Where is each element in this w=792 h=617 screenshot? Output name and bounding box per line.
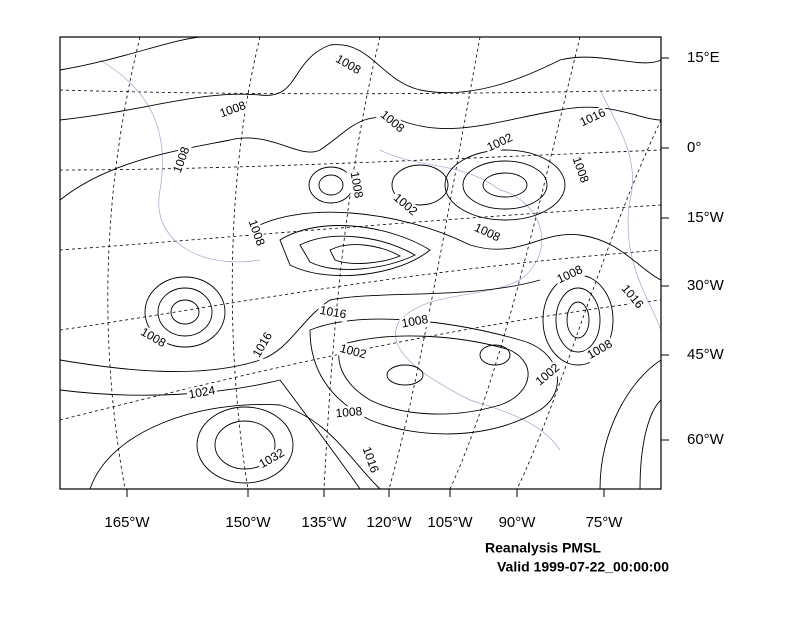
contour-label: 1002 [339,341,369,362]
contour-label-bg [532,359,564,391]
map-title: Reanalysis PMSL [485,540,601,556]
contour-label-bg [583,336,617,364]
y-tick-label: 15°W [687,209,725,226]
contour-label-bg [358,443,382,477]
contour-label-bg [389,189,421,221]
contours [60,37,661,489]
x-tick-label: 135°W [301,514,347,531]
contour-label-bg [216,98,250,122]
y-tick-label: 0° [687,139,701,156]
contour-label-bg [317,303,349,323]
contour-label-bg [376,106,408,138]
contour-label: 1016 [319,303,348,321]
contour-label-bg [255,445,289,473]
graticule [60,37,661,489]
y-tick-label: 15°E [687,49,720,66]
x-tick-label: 90°W [499,514,537,531]
contour-label-bg [333,404,365,422]
map-frame [59,36,662,490]
contour-label: 1008 [348,170,366,199]
contour-label-bg [483,130,517,156]
y-tick-label: 45°W [687,346,725,363]
map-subtitle: Valid 1999-07-22_00:00:00 [497,559,669,575]
contour-label-bg [136,324,170,352]
contour-label-bg [576,105,610,131]
contour-label-bg [553,262,587,288]
contour-label-bg [170,143,194,177]
contour-label-bg [616,281,648,313]
x-tick-label: 165°W [104,514,150,531]
contour-label-bg [470,220,504,246]
contour-label-bg [399,312,431,332]
coastlines [99,59,661,451]
contour-label-bg [186,383,218,403]
x-tick-label: 150°W [225,514,271,531]
contour-label-bg [568,153,592,187]
x-tick-label: 120°W [366,514,412,531]
contour-label-bg [331,51,365,79]
y-tick-label: 60°W [687,431,725,448]
x-tick-label: 105°W [427,514,473,531]
contour-label-bg [249,328,277,362]
contour-label: 1008 [335,404,363,420]
contour-label-bg [244,216,268,250]
contour-label: 1008 [400,312,429,330]
contour-label-bg [336,341,370,363]
x-tick-label: 75°W [586,514,624,531]
contour-label: 1024 [187,383,216,401]
y-tick-label: 30°W [687,277,725,294]
contour-label-bg [346,169,366,201]
axis-labels: 165°W 150°W 135°W 120°W 105°W 90°W 75°W 15°E 0° 1… [104,49,724,531]
